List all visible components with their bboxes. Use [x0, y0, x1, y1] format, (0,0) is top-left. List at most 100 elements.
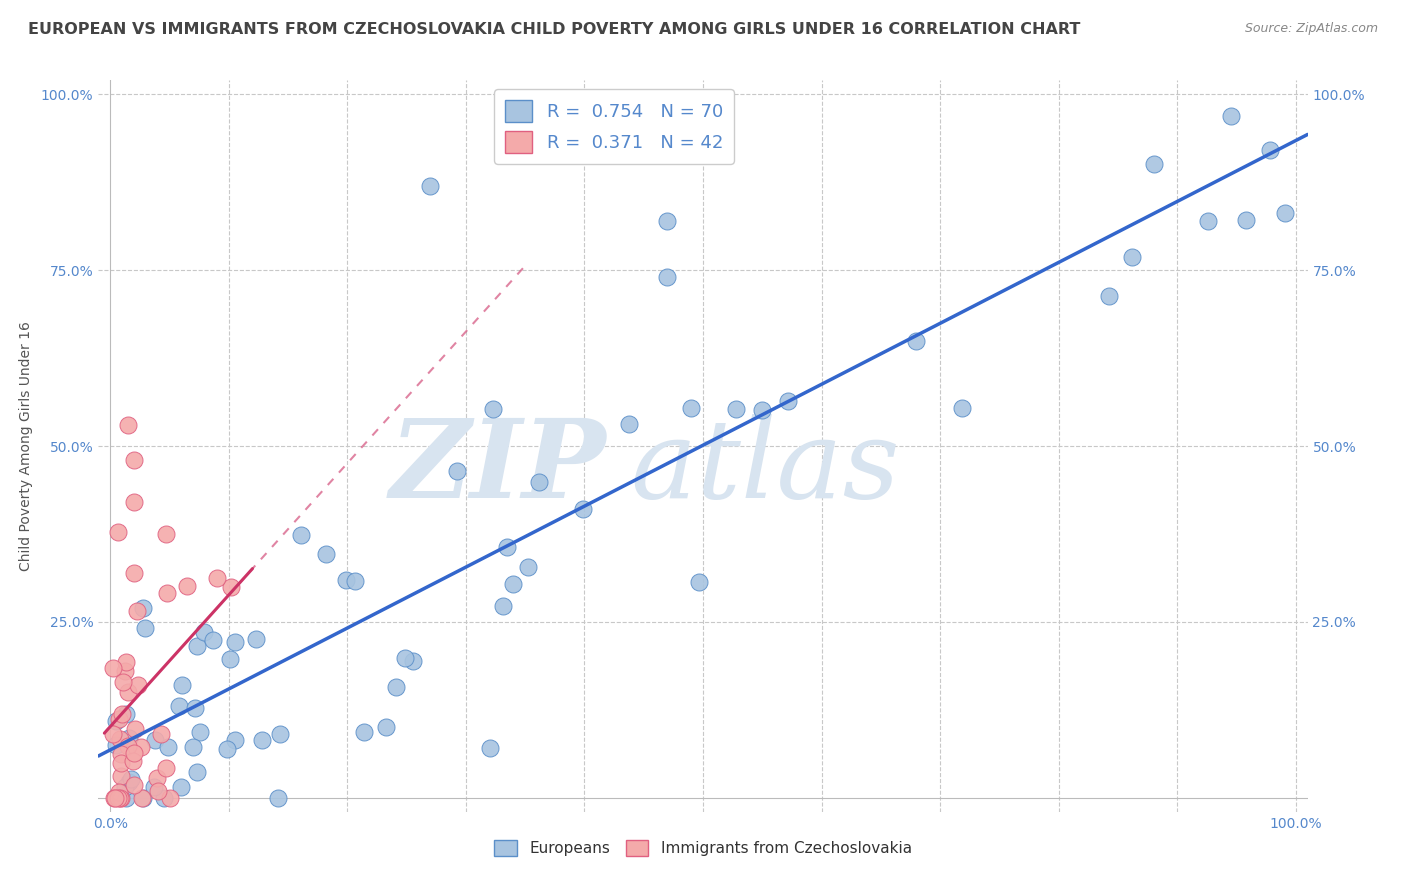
Point	[114, 780, 136, 794]
Point	[657, 270, 679, 285]
Point	[118, 731, 141, 746]
Point	[117, 739, 139, 753]
Point	[115, 655, 138, 669]
Point	[143, 733, 166, 747]
Point	[107, 790, 129, 805]
Point	[1274, 206, 1296, 220]
Point	[688, 575, 710, 590]
Point	[681, 401, 703, 415]
Point	[122, 495, 145, 509]
Text: EUROPEAN VS IMMIGRANTS FROM CZECHOSLOVAKIA CHILD POVERTY AMONG GIRLS UNDER 16 CO: EUROPEAN VS IMMIGRANTS FROM CZECHOSLOVAK…	[28, 22, 1080, 37]
Point	[105, 738, 128, 752]
Point	[122, 453, 145, 467]
Point	[150, 727, 173, 741]
Point	[134, 621, 156, 635]
Point	[269, 727, 291, 741]
Point	[186, 765, 208, 780]
Point	[193, 625, 215, 640]
Point	[496, 540, 519, 554]
Point	[181, 739, 204, 754]
Point	[142, 780, 165, 795]
Point	[112, 675, 135, 690]
Point	[103, 790, 125, 805]
Point	[108, 785, 131, 799]
Point	[482, 401, 505, 416]
Point	[1098, 289, 1121, 303]
Point	[1121, 250, 1143, 264]
Point	[778, 394, 800, 409]
Point	[167, 698, 190, 713]
Point	[114, 664, 136, 678]
Point	[224, 732, 246, 747]
Point	[110, 756, 132, 771]
Point	[121, 754, 143, 768]
Point	[110, 769, 132, 783]
Point	[117, 417, 139, 432]
Point	[186, 639, 208, 653]
Point	[111, 707, 134, 722]
Point	[110, 747, 132, 761]
Point	[751, 403, 773, 417]
Point	[267, 790, 290, 805]
Point	[1219, 109, 1241, 123]
Text: Source: ZipAtlas.com: Source: ZipAtlas.com	[1244, 22, 1378, 36]
Point	[188, 725, 211, 739]
Point	[110, 732, 132, 747]
Point	[478, 741, 501, 756]
Point	[219, 652, 242, 666]
Point	[1260, 143, 1282, 157]
Point	[103, 790, 125, 805]
Legend: Europeans, Immigrants from Czechoslovakia: Europeans, Immigrants from Czechoslovaki…	[488, 834, 918, 863]
Point	[215, 741, 238, 756]
Point	[245, 632, 267, 647]
Text: atlas: atlas	[630, 414, 900, 522]
Point	[502, 577, 524, 591]
Point	[122, 778, 145, 792]
Point	[343, 574, 366, 588]
Point	[335, 573, 357, 587]
Point	[129, 739, 152, 754]
Point	[125, 604, 148, 618]
Point	[118, 774, 141, 789]
Point	[201, 632, 224, 647]
Point	[156, 586, 179, 600]
Point	[101, 660, 124, 674]
Point	[101, 727, 124, 741]
Point	[384, 680, 406, 694]
Point	[1197, 213, 1219, 227]
Point	[124, 722, 146, 736]
Point	[905, 334, 928, 348]
Text: ZIP: ZIP	[389, 414, 606, 522]
Point	[122, 566, 145, 581]
Point	[224, 635, 246, 649]
Point	[115, 707, 138, 722]
Point	[157, 740, 180, 755]
Point	[205, 571, 228, 585]
Point	[250, 733, 273, 747]
Point	[159, 790, 181, 805]
Point	[184, 701, 207, 715]
Point	[516, 560, 538, 574]
Point	[446, 465, 468, 479]
Point	[419, 178, 441, 193]
Point	[657, 214, 679, 228]
Point	[402, 654, 425, 668]
Point	[110, 790, 132, 805]
Y-axis label: Child Poverty Among Girls Under 16: Child Poverty Among Girls Under 16	[18, 321, 32, 571]
Point	[153, 790, 176, 805]
Point	[176, 578, 198, 592]
Point	[146, 783, 169, 797]
Point	[374, 720, 396, 734]
Point	[131, 790, 153, 805]
Point	[107, 525, 129, 540]
Point	[122, 746, 145, 760]
Point	[107, 712, 129, 726]
Point	[155, 527, 177, 541]
Point	[617, 417, 640, 431]
Point	[724, 402, 747, 417]
Point	[132, 790, 155, 805]
Point	[108, 790, 131, 805]
Point	[132, 601, 155, 615]
Point	[127, 678, 149, 692]
Point	[290, 527, 312, 541]
